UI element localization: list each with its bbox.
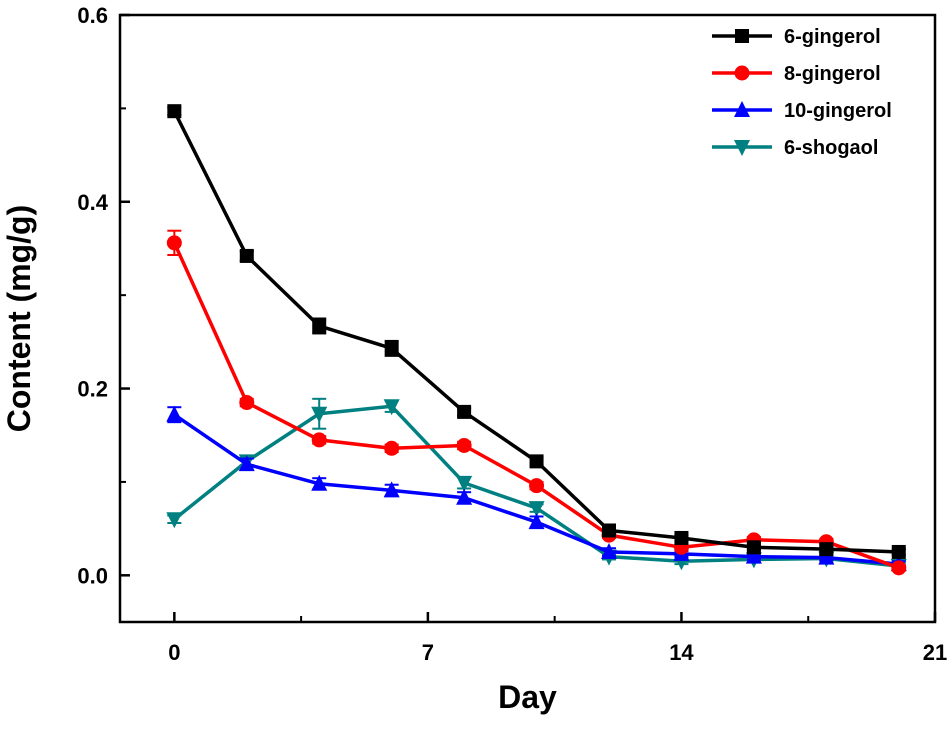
legend-label: 6-shogaol bbox=[784, 137, 878, 159]
data-point bbox=[239, 248, 254, 263]
data-point bbox=[311, 474, 328, 491]
x-axis-title: Day bbox=[498, 679, 557, 715]
data-point bbox=[456, 438, 472, 454]
data-point bbox=[166, 405, 183, 422]
y-tick-label: 0.2 bbox=[77, 377, 108, 402]
data-point bbox=[818, 548, 835, 565]
legend-marker bbox=[734, 140, 750, 156]
legend-entry: 6-shogaol bbox=[712, 137, 878, 159]
legend-entry: 6-gingerol bbox=[712, 26, 881, 48]
data-point bbox=[312, 318, 327, 333]
data-point bbox=[891, 544, 906, 559]
y-axis-title: Content (mg/g) bbox=[1, 205, 37, 433]
data-point bbox=[166, 235, 182, 251]
data-point bbox=[891, 560, 907, 576]
data-point bbox=[311, 406, 328, 423]
y-tick-label: 0.4 bbox=[77, 190, 108, 215]
legend-marker bbox=[734, 101, 750, 117]
series-6-gingerol bbox=[167, 104, 906, 559]
data-point bbox=[167, 104, 182, 119]
data-point bbox=[166, 512, 183, 529]
legend-label: 8-gingerol bbox=[784, 63, 881, 85]
data-point bbox=[384, 440, 400, 456]
data-point bbox=[457, 404, 472, 419]
data-point bbox=[238, 455, 255, 472]
data-point bbox=[384, 341, 399, 356]
data-point bbox=[528, 513, 545, 530]
data-point bbox=[601, 542, 617, 559]
data-point bbox=[745, 547, 762, 564]
legend-entry: 10-gingerol bbox=[712, 100, 892, 122]
x-tick-label: 14 bbox=[669, 640, 694, 665]
data-point bbox=[746, 540, 761, 555]
legend-marker bbox=[735, 29, 749, 43]
y-tick-label: 0.6 bbox=[77, 3, 108, 28]
legend-entry: 8-gingerol bbox=[712, 63, 881, 85]
legend-label: 6-gingerol bbox=[784, 26, 881, 48]
y-tick-label: 0.0 bbox=[77, 563, 108, 588]
axis-ticks: 0.0 0.2 0.4 0.6 0 7 14 21 bbox=[77, 3, 947, 665]
data-series bbox=[166, 104, 907, 576]
data-point bbox=[529, 454, 544, 469]
x-tick-label: 21 bbox=[923, 640, 947, 665]
data-point bbox=[528, 501, 545, 518]
data-point bbox=[529, 478, 545, 494]
data-point bbox=[456, 488, 473, 505]
data-point bbox=[674, 530, 689, 545]
legend: 6-gingerol 8-gingerol 10-gingerol 6-shogaol bbox=[712, 26, 892, 159]
data-point bbox=[383, 399, 400, 416]
x-tick-label: 7 bbox=[422, 640, 434, 665]
legend-label: 10-gingerol bbox=[784, 100, 892, 122]
plot-frame bbox=[118, 13, 937, 624]
data-point bbox=[311, 432, 327, 448]
plot-border bbox=[118, 13, 937, 624]
data-point bbox=[456, 475, 473, 492]
x-tick-label: 0 bbox=[168, 640, 180, 665]
data-point bbox=[602, 523, 616, 538]
data-point bbox=[383, 481, 400, 498]
legend-marker bbox=[734, 65, 750, 81]
data-point bbox=[819, 542, 834, 557]
data-point bbox=[239, 395, 255, 411]
